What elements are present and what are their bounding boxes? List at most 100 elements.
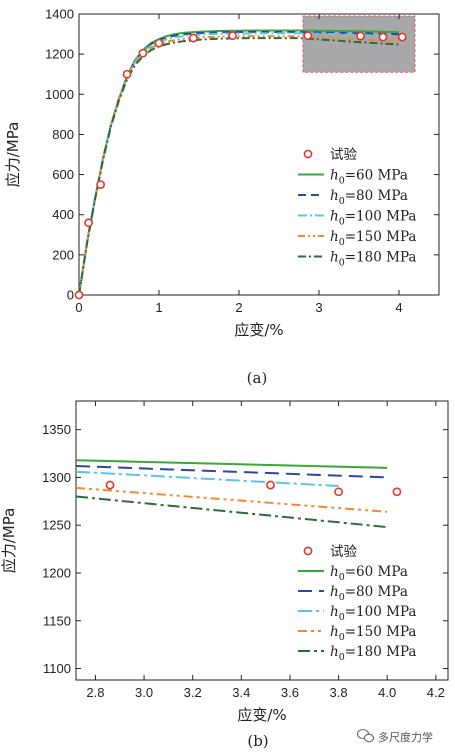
legend-label-value: =80 MPa — [345, 188, 408, 204]
x-tick-label: 3.0 — [135, 685, 153, 700]
x-axis-label: 应变/% — [234, 321, 283, 339]
x-tick-label: 2.8 — [86, 685, 104, 700]
legend-label-experiment: 试验 — [330, 544, 357, 560]
legend-label-symbol: h — [330, 188, 339, 204]
legend-label-value: =100 MPa — [345, 604, 417, 620]
experiment-point — [397, 32, 407, 42]
y-axis-label: 应力/MPa — [4, 122, 22, 188]
legend-label-1: h0=80 MPa — [330, 188, 408, 207]
legend-label-symbol: h — [330, 604, 339, 620]
legend-label-value: =60 MPa — [345, 168, 408, 184]
y-tick-label: 1200 — [45, 47, 74, 62]
legend-label-value: =150 MPa — [345, 229, 417, 245]
legend-label-experiment: 试验 — [330, 147, 357, 163]
y-tick-label: 1400 — [45, 7, 74, 22]
x-tick-label: 3.2 — [184, 685, 202, 700]
y-tick-label: 1150 — [43, 613, 71, 628]
legend-label-subscript: 0 — [339, 612, 345, 623]
x-tick-label: 4.0 — [378, 685, 396, 700]
experiment-point — [392, 487, 402, 497]
legend-label-subscript: 0 — [339, 632, 345, 643]
y-tick-label: 800 — [52, 127, 74, 142]
x-tick-label: 3 — [315, 300, 322, 315]
y-tick-label: 400 — [52, 207, 74, 222]
wechat-icon — [356, 728, 375, 743]
x-axis-label: 应变/% — [237, 706, 286, 724]
legend-label-symbol: h — [330, 644, 339, 660]
legend-label-2: h0=100 MPa — [330, 604, 416, 623]
experiment-point — [138, 48, 148, 58]
legend-label-symbol: h — [330, 168, 339, 184]
legend-marker-experiment — [303, 149, 313, 159]
x-tick-label: 1 — [155, 300, 162, 315]
legend-label-symbol: h — [330, 564, 339, 580]
legend-label-subscript: 0 — [339, 196, 345, 207]
experiment-point — [84, 218, 93, 228]
x-tick-label: 3.4 — [232, 685, 250, 700]
series-group — [76, 459, 388, 529]
legend-label-symbol: h — [330, 250, 339, 266]
legend-label-value: =150 MPa — [345, 624, 417, 640]
legend-label-value: =100 MPa — [345, 209, 417, 225]
experiment-point — [96, 180, 105, 190]
legend-label-1: h0=80 MPa — [330, 584, 408, 603]
legend-label-0: h0=60 MPa — [330, 168, 408, 187]
x-tick-label: 4.2 — [427, 685, 445, 700]
experiment-point — [378, 32, 388, 42]
legend-label-value: =80 MPa — [345, 584, 408, 600]
panel-caption: (b) — [247, 732, 268, 750]
experiment-point — [303, 31, 313, 41]
legend-label-subscript: 0 — [339, 237, 345, 248]
x-tick-label: 3.6 — [281, 685, 299, 700]
series-line-3 — [79, 35, 400, 295]
experiment-point — [356, 31, 365, 41]
y-tick-label: 1250 — [42, 518, 71, 533]
y-tick-label: 1200 — [42, 565, 71, 580]
experiment-point — [122, 69, 132, 79]
legend-label-3: h0=150 MPa — [330, 229, 416, 248]
series-line-4 — [79, 37, 400, 295]
y-tick-label: 200 — [52, 247, 74, 262]
chart-panel-a: 0 1 2 3 4 0 200 400 600 800 1000 1200 1400 应变/% 应力/MPa… — [4, 7, 440, 387]
legend-label-2: h0=100 MPa — [330, 209, 416, 228]
watermark-text: 多尺度力学 — [378, 730, 433, 744]
x-tick-label: 2 — [235, 300, 242, 315]
legend-label-symbol: h — [330, 624, 339, 640]
experiment-point — [188, 33, 198, 43]
legend-label-symbol: h — [330, 209, 339, 225]
panel-caption: (a) — [247, 369, 268, 387]
y-tick-label: 1000 — [45, 87, 74, 102]
legend-label-subscript: 0 — [339, 176, 345, 187]
experiment-point — [266, 480, 275, 490]
series-line-1 — [76, 465, 388, 479]
x-tick-label: 4 — [395, 300, 402, 315]
y-tick-label: 0 — [67, 288, 74, 303]
experiment-point — [105, 480, 115, 490]
highlight-box — [302, 15, 416, 73]
series-line-0 — [76, 459, 388, 469]
series-line-2 — [76, 470, 339, 487]
legend-label-subscript: 0 — [339, 217, 345, 228]
legend-label-value: =60 MPa — [345, 564, 408, 580]
experiment-point — [334, 487, 343, 497]
y-tick-label: 1350 — [42, 422, 71, 437]
legend-label-subscript: 0 — [339, 592, 345, 603]
watermark: 多尺度力学 — [356, 728, 433, 744]
y-tick-label: 600 — [52, 167, 74, 182]
legend-label-subscript: 0 — [339, 258, 345, 269]
legend-label-value: =180 MPa — [345, 644, 417, 660]
plot-frame — [75, 400, 449, 681]
legend-label-subscript: 0 — [339, 652, 345, 663]
x-tick-label: 3.8 — [330, 685, 348, 700]
legend-label-subscript: 0 — [339, 572, 345, 583]
legend-label-value: =180 MPa — [345, 250, 417, 266]
y-axis-label: 应力/MPa — [0, 508, 18, 574]
legend-label-4: h0=180 MPa — [330, 250, 416, 269]
experiment-point — [154, 38, 164, 48]
x-tick-label: 0 — [75, 300, 82, 315]
legend-label-symbol: h — [330, 229, 339, 245]
legend-label-3: h0=150 MPa — [330, 624, 416, 643]
